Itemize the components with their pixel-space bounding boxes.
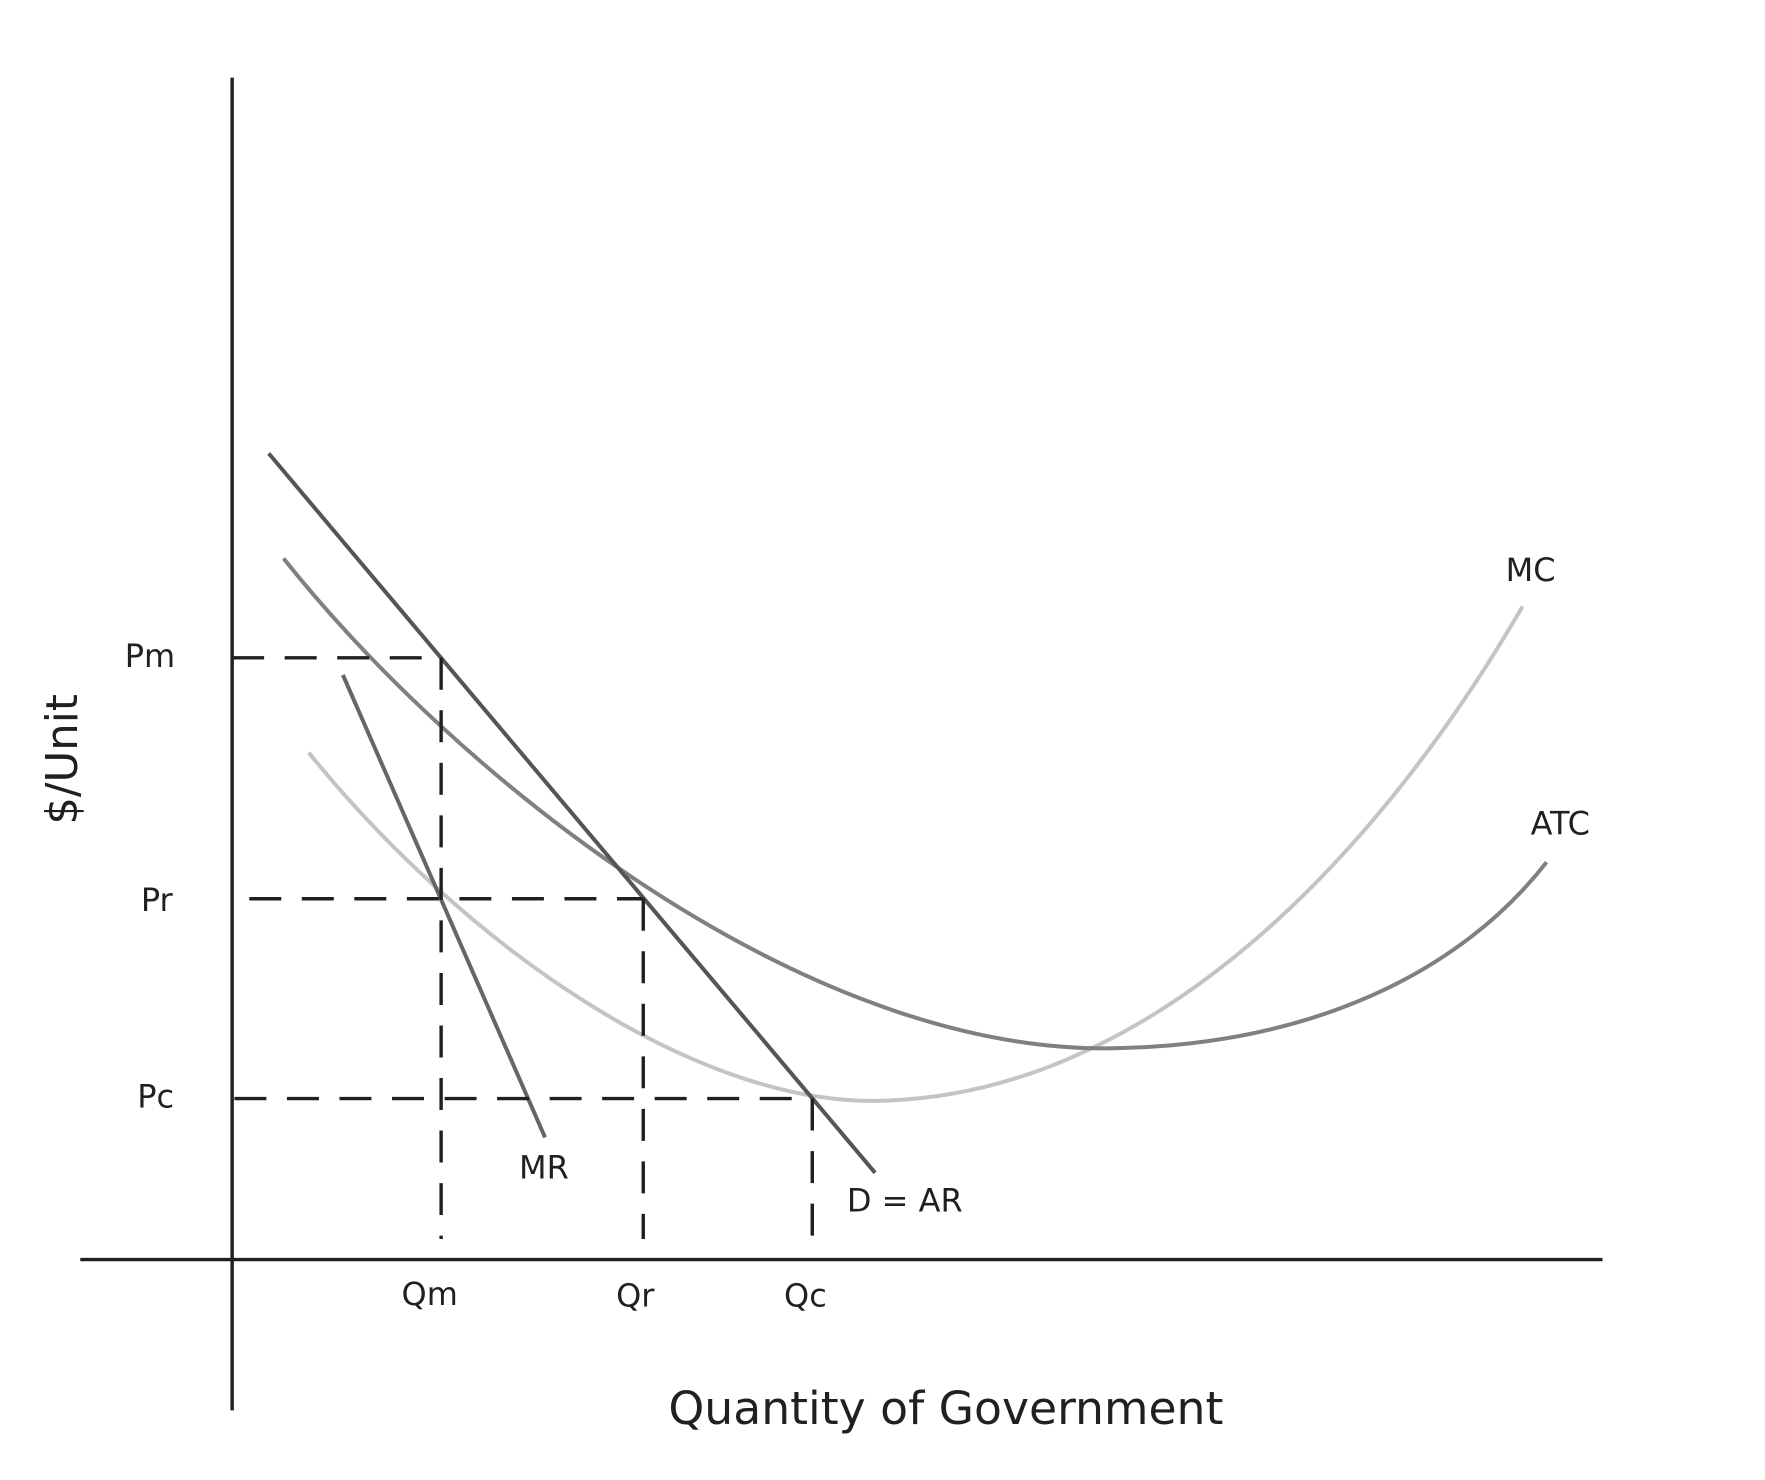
quantity-label: Qr [616, 1276, 655, 1314]
quantity-label: Qm [402, 1275, 458, 1313]
curve-label: ATC [1531, 805, 1590, 843]
curve-label: D = AR [847, 1182, 963, 1220]
guide-monopoly [232, 656, 443, 1240]
price-label: Pr [141, 881, 174, 919]
guide-competitive [234, 1096, 814, 1251]
atc-curve [281, 557, 1549, 1051]
mc-curve [307, 605, 1525, 1103]
guide-regulated [249, 897, 645, 1240]
curve-label: MR [519, 1148, 569, 1186]
x-axis-title: Quantity of Government [668, 1382, 1223, 1435]
price-label: Pm [125, 637, 175, 675]
curve-label: MC [1506, 551, 1556, 589]
quantity-label: Qc [784, 1276, 827, 1314]
demand-curve [267, 452, 877, 1175]
price-label: Pc [137, 1078, 174, 1116]
y-axis-title: $/Unit [38, 694, 88, 825]
mr-curve [341, 674, 547, 1139]
